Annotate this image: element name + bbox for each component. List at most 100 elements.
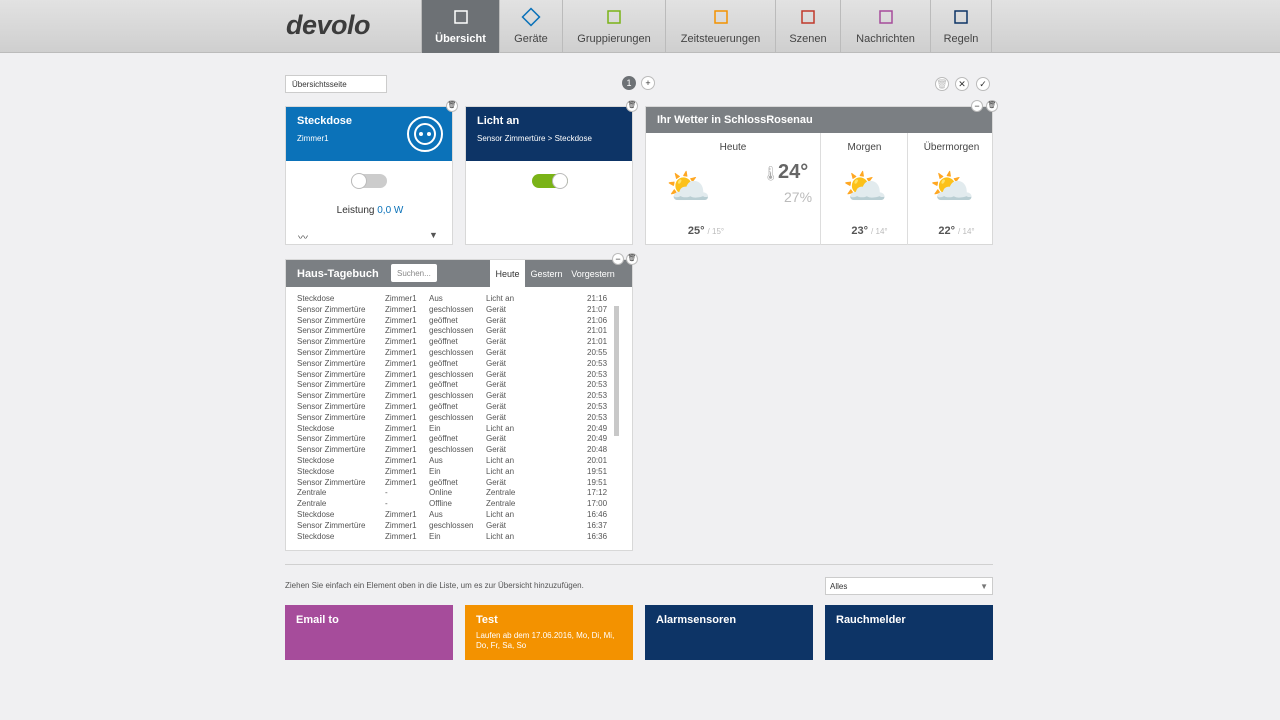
delete-button[interactable]: 🗑	[935, 77, 949, 91]
weather-day: Morgen ⛅ 23°/ 14°	[820, 133, 907, 245]
log-row: Sensor Zimmertüre Zimmer1 geöffnet Gerät 20:…	[286, 359, 616, 370]
scrollbar[interactable]	[614, 306, 619, 436]
search-input[interactable]: Suchen...	[391, 264, 437, 282]
toggle[interactable]	[532, 173, 568, 189]
delete-widget[interactable]: 🗑	[986, 100, 998, 112]
log-widget: Haus-Tagebuch Suchen... Heute Gestern Vorg…	[285, 259, 633, 551]
log-row: Steckdose Zimmer1 Ein Licht an 20:49	[286, 424, 616, 435]
log-cell: Licht an	[486, 423, 515, 433]
high: 25°	[687, 225, 705, 237]
log-cell: geöffnet	[429, 402, 458, 411]
log-cell: Licht an	[486, 531, 515, 541]
expand-icon[interactable]: ▼	[429, 230, 438, 240]
nav-item[interactable]: Nachrichten	[840, 0, 930, 53]
weather-icon: ⛅	[842, 166, 888, 207]
log-cell: 20:48	[587, 445, 608, 455]
nav-icon	[878, 10, 893, 24]
tile[interactable]: Email to	[285, 605, 453, 660]
confirm-button[interactable]: ✓	[976, 77, 990, 91]
low: / 14°	[871, 227, 888, 236]
log-cell: Gerät	[486, 358, 507, 368]
log-cell: Ein	[429, 466, 441, 476]
cancel-button[interactable]: ✕	[955, 77, 969, 91]
log-row: Sensor Zimmertüre Zimmer1 geöffnet Gerät 20:…	[286, 380, 616, 391]
log-cell: Sensor Zimmertüre	[297, 445, 366, 455]
log-cell: Licht an	[486, 466, 515, 476]
log-cell: Zimmer1	[385, 369, 417, 379]
filter-select[interactable]: Alles ▼	[825, 577, 993, 595]
log-row: Sensor Zimmertüre Zimmer1 geschlossen Gerät…	[286, 305, 616, 316]
minimize-widget[interactable]: −	[612, 253, 624, 265]
log-cell: Gerät	[486, 402, 507, 411]
widget-subtitle: Sensor Zimmertüre > Steckdose	[477, 134, 592, 143]
log-cell: 20:53	[587, 412, 608, 422]
log-cell: geschlossen	[429, 369, 474, 379]
log-cell: 17:12	[587, 488, 608, 498]
page-number[interactable]: 1	[622, 76, 636, 90]
nav-item[interactable]: Gruppierungen	[562, 0, 665, 53]
logo: devolo	[286, 10, 371, 40]
delete-widget[interactable]: 🗑	[626, 253, 638, 265]
log-cell: Aus	[429, 510, 443, 519]
log-tab[interactable]: Gestern	[530, 269, 563, 279]
log-cell: Sensor Zimmertüre	[297, 326, 366, 336]
log-cell: geschlossen	[429, 445, 474, 455]
log-row: Sensor Zimmertüre Zimmer1 geöffnet Gerät 19:…	[286, 478, 616, 489]
log-tab[interactable]: Heute	[490, 260, 525, 287]
chart-icon[interactable]: 〰	[298, 233, 308, 244]
log-row: Steckdose Zimmer1 Ein Licht an 19:51	[286, 467, 616, 478]
toggle[interactable]	[351, 173, 387, 189]
tile[interactable]: Test Laufen ab dem 17.06.2016, Mo, Di, Mi…	[465, 605, 633, 660]
tile[interactable]: Alarmsensoren	[645, 605, 813, 660]
widget-title: Steckdose	[297, 115, 353, 127]
log-cell: Gerät	[486, 337, 507, 347]
nav-item[interactable]: Zeitsteuerungen	[665, 0, 775, 53]
page-name-input[interactable]: Übersichtsseite	[285, 75, 387, 93]
log-cell: geöffnet	[429, 477, 458, 487]
socket-icon	[407, 116, 443, 152]
nav-item[interactable]: Geräte	[499, 0, 562, 53]
log-cell: 19:51	[587, 477, 608, 487]
day-name: Heute	[719, 142, 747, 153]
weather-day: Übermorgen ⛅ 22°/ 14°	[907, 133, 994, 245]
log-cell: geschlossen	[429, 348, 474, 357]
day-temp: 25°/ 15°	[666, 225, 746, 237]
nav-item[interactable]: Szenen	[775, 0, 840, 53]
log-cell: 21:06	[587, 315, 608, 325]
log-row: Steckdose Zimmer1 Aus Licht an 16:46	[286, 510, 616, 521]
add-page[interactable]: +	[641, 76, 655, 90]
nav-item[interactable]: Regeln	[930, 0, 992, 53]
log-cell: Zimmer1	[385, 477, 417, 487]
log-row: Zentrale - Online Zentrale 17:12	[286, 488, 616, 499]
delete-widget[interactable]: 🗑	[446, 100, 458, 112]
high: 23°	[851, 225, 869, 237]
log-cell: Sensor Zimmertüre	[297, 520, 366, 530]
log-cell: Sensor Zimmertüre	[297, 402, 366, 411]
minimize-widget[interactable]: −	[971, 100, 983, 112]
log-cell: Zimmer1	[385, 423, 417, 433]
log-row: Sensor Zimmertüre Zimmer1 geöffnet Gerät 21:…	[286, 337, 616, 348]
log-cell: Zimmer1	[385, 391, 417, 401]
log-cell: Sensor Zimmertüre	[297, 380, 366, 390]
log-cell: Sensor Zimmertüre	[297, 358, 366, 368]
tile[interactable]: Rauchmelder	[825, 605, 993, 660]
log-row: Sensor Zimmertüre Zimmer1 geöffnet Gerät 20:…	[286, 402, 616, 413]
tile-subtitle: Laufen ab dem 17.06.2016, Mo, Di, Mi, Do…	[476, 631, 615, 650]
widget-title: Licht an	[477, 115, 520, 127]
log-tab[interactable]: Vorgestern	[571, 269, 615, 279]
delete-widget[interactable]: 🗑	[626, 100, 638, 112]
log-cell: Zimmer1	[385, 434, 417, 444]
log-cell: 19:51	[587, 466, 608, 476]
divider	[285, 564, 993, 565]
log-cell: 17:00	[587, 499, 608, 509]
log-cell: Zimmer1	[385, 294, 417, 303]
high: 22°	[938, 225, 956, 237]
log-cell: Sensor Zimmertüre	[297, 369, 366, 379]
low: / 14°	[958, 227, 975, 236]
log-cell: Gerät	[486, 369, 507, 379]
day-temp: 23°/ 14°	[831, 225, 908, 237]
widget-header: Steckdose Zimmer1	[286, 107, 452, 161]
nav-item[interactable]: Übersicht	[421, 0, 499, 53]
